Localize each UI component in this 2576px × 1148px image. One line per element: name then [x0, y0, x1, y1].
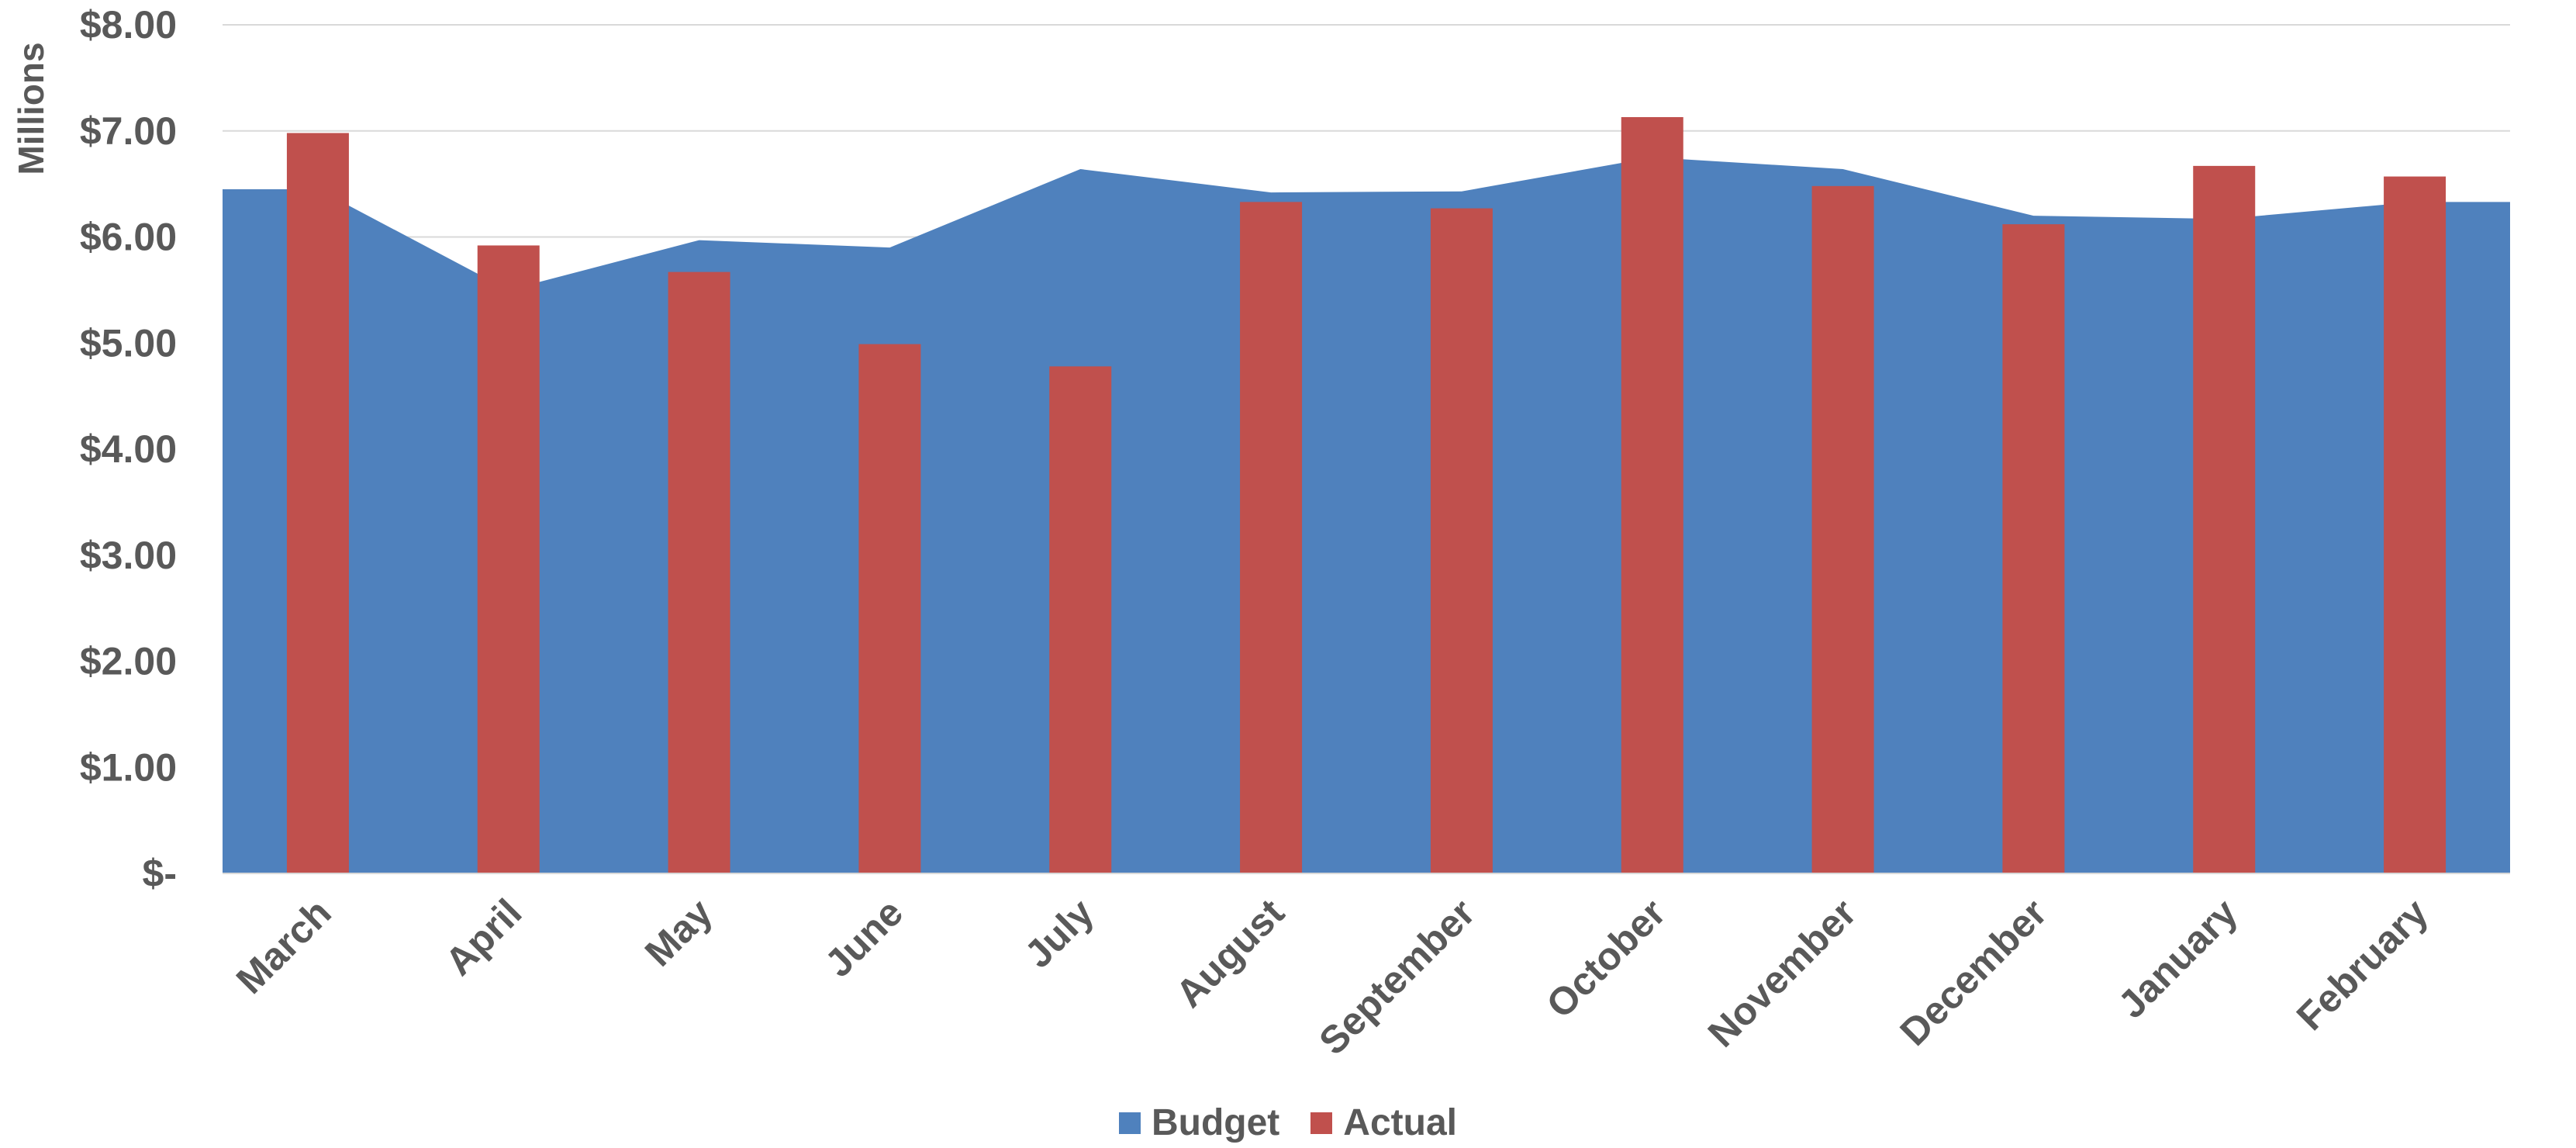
- legend-label-actual: Actual: [1343, 1102, 1457, 1143]
- x-tick-label: March: [228, 890, 340, 1002]
- x-tick-label: November: [1700, 890, 1865, 1056]
- x-tick-label: May: [637, 890, 721, 975]
- x-tick-labels: March April May June July August September Octo…: [228, 890, 2436, 1063]
- y-tick-label: $6.00: [80, 216, 177, 259]
- x-tick-label: October: [1538, 890, 1673, 1026]
- actual-bar-february: [2384, 176, 2447, 874]
- y-tick-labels: $- $1.00 $2.00 $3.00 $4.00 $5.00 $6.00 $7.00 $8.…: [80, 3, 177, 895]
- actual-bar-november: [1811, 185, 1874, 874]
- y-tick-label: $7.00: [80, 109, 177, 153]
- actual-bar-october: [1621, 116, 1683, 873]
- actual-bar-may: [668, 271, 730, 873]
- x-tick-label: April: [437, 890, 530, 984]
- actual-bar-august: [1240, 202, 1303, 873]
- legend-label-budget: Budget: [1151, 1102, 1280, 1143]
- x-tick-label: September: [1310, 890, 1483, 1063]
- y-tick-label: $8.00: [80, 3, 177, 47]
- actual-bar-december: [2002, 224, 2065, 874]
- x-tick-label: June: [817, 890, 911, 985]
- actual-bar-september: [1430, 208, 1493, 873]
- legend-item-budget: Budget: [1118, 1101, 1280, 1144]
- actual-bar-april: [477, 245, 540, 873]
- x-tick-label: August: [1167, 890, 1293, 1016]
- x-tick-label: July: [1017, 890, 1102, 976]
- actual-bar-june: [858, 344, 921, 873]
- y-tick-label: $5.00: [80, 321, 177, 365]
- x-tick-label: December: [1892, 890, 2056, 1054]
- legend-swatch-actual: [1310, 1112, 1333, 1134]
- x-tick-label: January: [2110, 890, 2246, 1026]
- actual-bar-january: [2193, 165, 2256, 873]
- actual-bar-march: [286, 133, 349, 874]
- y-axis-label: Millions: [11, 42, 51, 175]
- y-tick-label: $4.00: [80, 427, 177, 471]
- budget-area: [223, 157, 2510, 873]
- actual-bar-series: [286, 116, 2447, 874]
- legend-swatch-budget: [1118, 1112, 1141, 1134]
- y-tick-label: $2.00: [80, 640, 177, 683]
- y-tick-label: $1.00: [80, 745, 177, 789]
- legend-item-actual: Actual: [1310, 1101, 1457, 1144]
- legend: Budget Actual: [0, 1101, 2576, 1144]
- budget-area-series: [223, 157, 2510, 873]
- y-tick-label: $-: [143, 852, 177, 895]
- y-tick-label: $3.00: [80, 534, 177, 577]
- actual-bar-july: [1049, 366, 1112, 874]
- x-tick-label: February: [2288, 890, 2436, 1039]
